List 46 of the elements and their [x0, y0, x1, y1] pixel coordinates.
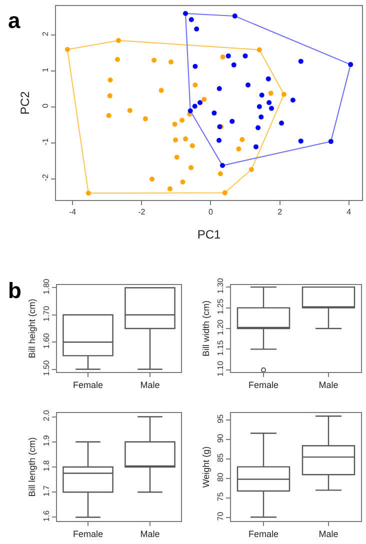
x-tick-label: Female [248, 380, 279, 390]
y-tick-label: 0 [40, 102, 50, 108]
x-tick-label: 0 [208, 208, 214, 217]
y-tick-label: 95 [216, 414, 225, 424]
y-tick-label: 90 [216, 433, 225, 443]
y-axis-title: Weight (g) [201, 446, 212, 488]
y-tick-label: 1.15 [216, 340, 225, 356]
y-tick-label: -2 [40, 174, 50, 182]
y-tick-label: 1.30 [216, 278, 225, 294]
x-tick-label: 4 [346, 208, 352, 217]
y-axis-title: Bill height (cm) [27, 298, 38, 358]
y-axis-title: Bill width (cm) [201, 300, 212, 357]
y-tick-label: 70 [216, 511, 225, 521]
y-tick-label: -1 [40, 138, 50, 146]
y-tick-label: 1.8 [42, 460, 51, 472]
x-tick-label: Male [318, 528, 338, 539]
x-tick-label: -2 [138, 208, 146, 217]
text: b [8, 278, 22, 303]
y-tick-label: 1.25 [216, 298, 225, 314]
y-tick-label: 1.9 [42, 434, 51, 446]
y-tick-label: 1.80 [42, 278, 51, 294]
x-tick-label: Male [318, 380, 338, 390]
y-tick-label: 2 [40, 31, 50, 36]
x-axis-title: PC1 [197, 228, 221, 242]
y-tick-label: 1.70 [42, 305, 51, 322]
y-tick-label: 80 [216, 472, 225, 482]
x-tick-label: Female [72, 528, 104, 539]
y-tick-label: 1.60 [42, 332, 51, 349]
x-tick-label: Male [140, 528, 160, 539]
y-tick-label: 1 [40, 67, 50, 72]
x-tick-label: 2 [278, 208, 283, 217]
y-axis-title: Bill length (cm) [27, 437, 38, 497]
y-tick-label: 1.6 [42, 510, 51, 522]
x-tick-label: Female [248, 528, 279, 539]
y-axis-title: PC2 [18, 91, 32, 115]
x-tick-label: -4 [69, 208, 77, 217]
y-tick-label: 1.7 [42, 484, 51, 496]
y-tick-label: 1.20 [216, 318, 225, 336]
y-tick-label: 1.50 [42, 360, 51, 376]
x-tick-label: Male [140, 380, 160, 390]
x-tick-label: Female [72, 380, 104, 390]
text: a [8, 8, 21, 33]
y-tick-label: 2.0 [42, 409, 51, 422]
y-tick-label: 85 [216, 452, 225, 462]
y-tick-label: 75 [216, 492, 225, 502]
y-tick-label: 1.10 [216, 360, 225, 377]
